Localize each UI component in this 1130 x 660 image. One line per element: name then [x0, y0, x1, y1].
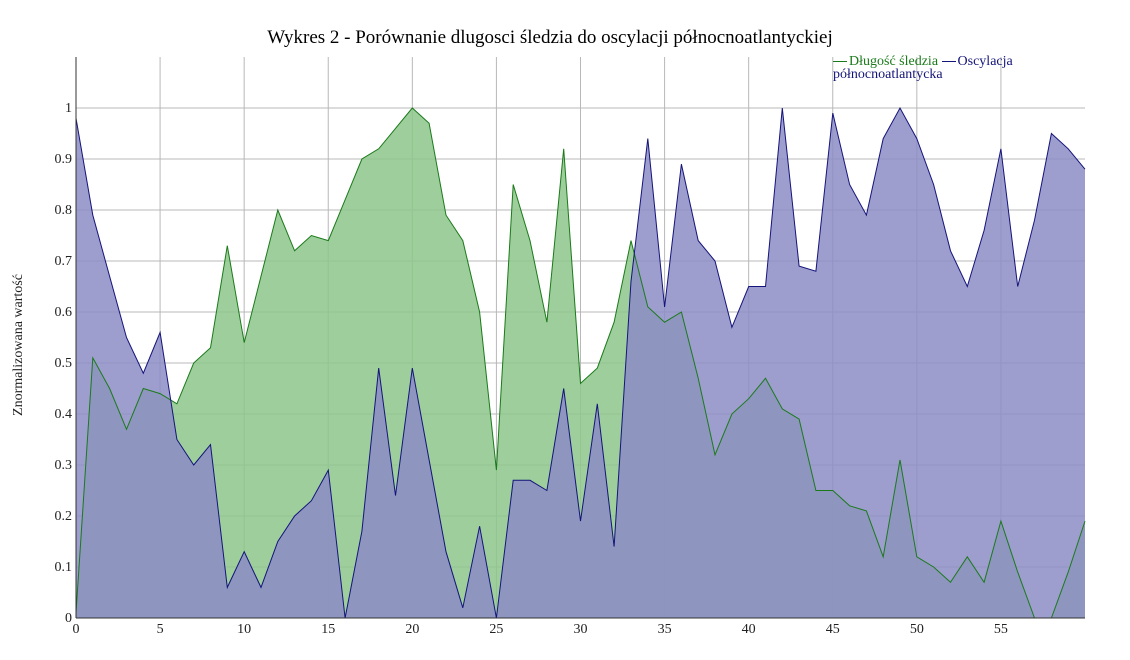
- legend-swatch-series-2: [941, 61, 956, 63]
- x-tick-label-1: 5: [157, 622, 164, 637]
- x-tick-label-11: 55: [994, 622, 1008, 637]
- legend-entry-series-2: Oscylacja północnoatlantycka: [833, 54, 1013, 82]
- y-tick-label-0: 0: [65, 611, 72, 626]
- x-tick-label-7: 35: [658, 622, 672, 637]
- y-tick-label-1: 0.1: [55, 560, 73, 575]
- y-tick-label-3: 0.3: [55, 458, 73, 473]
- x-tick-label-8: 40: [742, 622, 756, 637]
- x-tick-label-5: 25: [489, 622, 503, 637]
- legend-label-series-2: Oscylacja północnoatlantycka: [833, 54, 1013, 82]
- x-tick-label-10: 50: [910, 622, 924, 637]
- x-tick-label-6: 30: [574, 622, 588, 637]
- x-tick-label-3: 15: [321, 622, 335, 637]
- legend: Długość śledzia Oscylacja północnoatlant…: [833, 54, 1053, 82]
- y-tick-label-9: 0.9: [55, 152, 73, 167]
- y-tick-label-10: 1: [65, 101, 72, 116]
- x-tick-label-4: 20: [405, 622, 419, 637]
- y-tick-label-8: 0.8: [55, 203, 73, 218]
- series-lines: [75, 106, 1086, 619]
- series-line-2: [75, 106, 1086, 619]
- y-tick-label-7: 0.7: [55, 254, 73, 269]
- y-tick-label-2: 0.2: [55, 509, 73, 524]
- y-tick-label-6: 0.6: [55, 305, 73, 320]
- axes: [75, 57, 1085, 619]
- tick-labels: 00.10.20.30.40.50.60.70.80.910 5 10 15 20 25 3…: [55, 101, 1008, 637]
- series-line-1: [75, 107, 1086, 619]
- y-tick-label-5: 0.5: [55, 356, 73, 371]
- x-tick-label-0: 0: [73, 622, 80, 637]
- y-tick-label-4: 0.4: [55, 407, 73, 422]
- x-tick-label-2: 10: [237, 622, 251, 637]
- chart-title: Wykres 2 - Porównanie dlugosci śledzia d…: [267, 27, 833, 48]
- legend-entry-series-1: Długość śledzia: [833, 54, 938, 69]
- legend-swatch-series-1: [833, 61, 847, 63]
- x-tick-label-9: 45: [826, 622, 840, 637]
- legend-label-series-1: Długość śledzia: [849, 54, 939, 69]
